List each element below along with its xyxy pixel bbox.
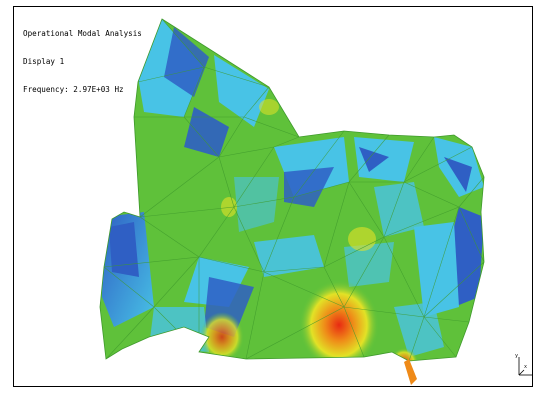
display-name: Display 1 bbox=[23, 57, 65, 67]
modal-shape-mesh[interactable] bbox=[14, 7, 533, 387]
mesh-outline bbox=[99, 18, 485, 362]
axis-triad-icon: y x z bbox=[514, 353, 532, 379]
axis-y-label: y bbox=[515, 353, 519, 359]
mesh-spike bbox=[404, 359, 417, 385]
analysis-title: Operational Modal Analysis bbox=[23, 28, 142, 38]
frequency-readout: Frequency: 2.97E+03 Hz bbox=[23, 85, 124, 95]
display-info-overlay: Operational Modal Analysis Display 1 Fre… bbox=[23, 10, 142, 113]
modal-display-viewport[interactable]: Operational Modal Analysis Display 1 Fre… bbox=[13, 6, 533, 387]
axis-x-label: x bbox=[524, 364, 528, 370]
